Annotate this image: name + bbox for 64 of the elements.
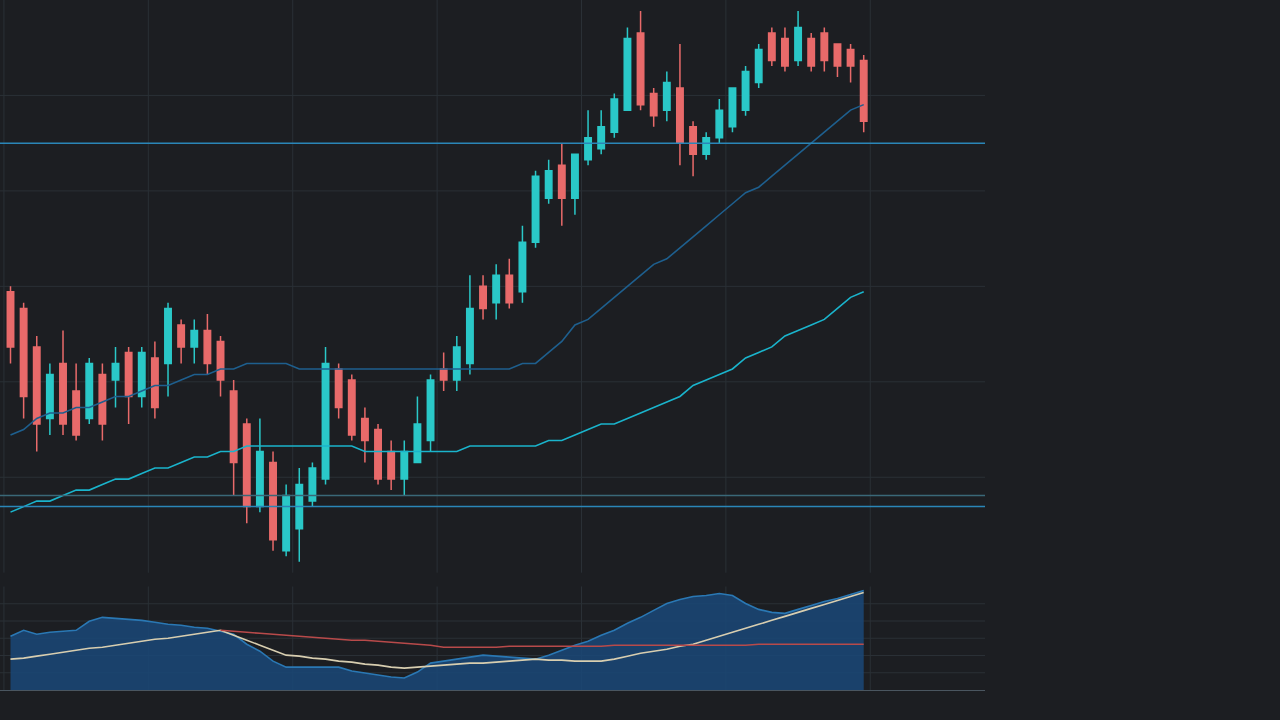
candlestick bbox=[203, 313, 212, 376]
candlestick bbox=[859, 54, 868, 133]
candlestick bbox=[492, 263, 501, 321]
candlestick bbox=[137, 346, 146, 409]
candlestick bbox=[124, 346, 133, 425]
candlestick bbox=[282, 483, 291, 557]
candlestick bbox=[728, 87, 737, 133]
candlestick bbox=[833, 43, 842, 78]
candlestick bbox=[531, 169, 540, 249]
candlestick bbox=[190, 318, 199, 365]
candlestick bbox=[465, 274, 474, 376]
candlestick bbox=[164, 302, 172, 398]
candlestick bbox=[662, 70, 671, 122]
candlestick bbox=[387, 439, 396, 491]
candlestick bbox=[308, 461, 317, 508]
candlestick bbox=[675, 43, 684, 166]
candlestick bbox=[544, 158, 553, 205]
candlestick bbox=[85, 357, 94, 425]
candlestick bbox=[636, 10, 645, 111]
candlestick bbox=[439, 351, 448, 392]
candlestick bbox=[242, 417, 251, 524]
candlestick bbox=[426, 373, 435, 453]
candlestick bbox=[360, 406, 369, 464]
candlestick bbox=[111, 346, 120, 409]
candlestick bbox=[413, 395, 422, 464]
candlestick bbox=[715, 98, 724, 144]
candlestick bbox=[295, 467, 304, 563]
candlestick bbox=[505, 258, 514, 310]
candlestick bbox=[623, 26, 632, 111]
candlestick bbox=[45, 362, 54, 436]
candlestick bbox=[754, 43, 763, 89]
candlestick bbox=[334, 362, 343, 420]
candlestick bbox=[846, 43, 855, 84]
candlestick bbox=[59, 329, 67, 436]
candlestick bbox=[32, 335, 41, 453]
candlestick bbox=[452, 335, 461, 392]
candlestick bbox=[741, 65, 750, 117]
candlestick bbox=[557, 142, 566, 227]
candlestick bbox=[518, 225, 527, 304]
candlestick bbox=[649, 87, 658, 128]
candlestick bbox=[374, 423, 382, 486]
candlestick bbox=[400, 439, 409, 497]
candlestick bbox=[98, 362, 107, 442]
candlestick bbox=[780, 26, 789, 73]
candlestick bbox=[255, 417, 264, 513]
candlestick bbox=[177, 318, 186, 365]
candlestick bbox=[479, 274, 488, 321]
candlestick bbox=[807, 32, 816, 73]
candlestick bbox=[269, 450, 277, 552]
candlestick bbox=[321, 346, 330, 486]
candlestick bbox=[570, 153, 579, 216]
candlestick bbox=[597, 109, 606, 155]
candlestick bbox=[6, 285, 15, 365]
candlestick bbox=[72, 362, 81, 442]
candlestick bbox=[610, 92, 619, 139]
candlestick bbox=[19, 302, 28, 420]
candlestick bbox=[150, 340, 159, 420]
candlestick bbox=[820, 26, 829, 73]
candlestick bbox=[794, 10, 803, 67]
candlestick bbox=[689, 120, 698, 177]
candlestick bbox=[584, 109, 593, 166]
candlestick bbox=[767, 26, 776, 67]
candlestick bbox=[229, 379, 238, 497]
candlestick bbox=[347, 373, 356, 442]
